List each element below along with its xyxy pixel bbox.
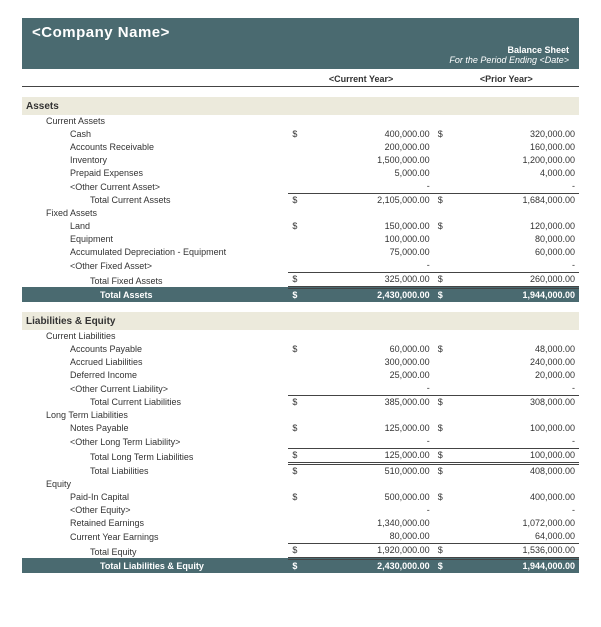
row-other-long-term-liability: <Other Long Term Liability> - -	[22, 435, 579, 449]
header-subtitle: Balance Sheet For the Period Ending <Dat…	[32, 45, 569, 65]
row-equipment: Equipment 100,000.00 80,000.00	[22, 233, 579, 246]
category-current-liabilities: Current Liabilities	[22, 330, 579, 343]
row-total-fixed-assets: Total Fixed Assets $ 325,000.00 $ 260,00…	[22, 272, 579, 287]
row-accounts-payable: Accounts Payable $ 60,000.00 $ 48,000.00	[22, 343, 579, 356]
row-total-assets: Total Assets $ 2,430,000.00 $ 1,944,000.…	[22, 287, 579, 302]
category-long-term-liabilities: Long Term Liabilities	[22, 409, 579, 422]
category-equity: Equity	[22, 478, 579, 491]
row-land: Land $ 150,000.00 $ 120,000.00	[22, 220, 579, 233]
col-current-year: <Current Year>	[288, 71, 433, 87]
section-assets: Assets	[22, 97, 579, 115]
row-accrued-liabilities: Accrued Liabilities 300,000.00 240,000.0…	[22, 356, 579, 369]
category-current-assets: Current Assets	[22, 115, 579, 128]
section-assets-label: Assets	[22, 97, 579, 115]
row-total-long-term-liabilities: Total Long Term Liabilities $ 125,000.00…	[22, 448, 579, 463]
row-paid-in-capital: Paid-In Capital $ 500,000.00 $ 400,000.0…	[22, 491, 579, 504]
row-other-current-liability: <Other Current Liability> - -	[22, 382, 579, 396]
row-cash: Cash $ 400,000.00 $ 320,000.00	[22, 128, 579, 141]
sheet-title: Balance Sheet	[32, 45, 569, 55]
balance-sheet-table: <Current Year> <Prior Year> Assets Curre…	[22, 71, 579, 573]
row-accounts-receivable: Accounts Receivable 200,000.00 160,000.0…	[22, 141, 579, 154]
period-label: For the Period Ending <Date>	[32, 55, 569, 65]
current-assets-label: Current Assets	[22, 115, 288, 128]
row-other-current-asset: <Other Current Asset> - -	[22, 180, 579, 194]
row-total-liabilities: Total Liabilities $ 510,000.00 $ 408,000…	[22, 463, 579, 478]
row-inventory: Inventory 1,500,000.00 1,200,000.00	[22, 154, 579, 167]
row-total-current-assets: Total Current Assets $ 2,105,000.00 $ 1,…	[22, 193, 579, 207]
row-deferred-income: Deferred Income 25,000.00 20,000.00	[22, 369, 579, 382]
row-accum-depreciation: Accumulated Depreciation - Equipment 75,…	[22, 246, 579, 259]
row-total-equity: Total Equity $ 1,920,000.00 $ 1,536,000.…	[22, 543, 579, 558]
row-total-liabilities-equity: Total Liabilities & Equity $ 2,430,000.0…	[22, 558, 579, 573]
col-prior-year: <Prior Year>	[434, 71, 579, 87]
row-other-equity: <Other Equity> - -	[22, 504, 579, 517]
section-liabilities-equity: Liabilities & Equity	[22, 312, 579, 330]
section-liab-label: Liabilities & Equity	[22, 312, 579, 330]
row-notes-payable: Notes Payable $ 125,000.00 $ 100,000.00	[22, 422, 579, 435]
row-retained-earnings: Retained Earnings 1,340,000.00 1,072,000…	[22, 517, 579, 530]
category-fixed-assets: Fixed Assets	[22, 207, 579, 220]
row-other-fixed-asset: <Other Fixed Asset> - -	[22, 259, 579, 273]
row-total-current-liabilities: Total Current Liabilities $ 385,000.00 $…	[22, 395, 579, 409]
company-name: <Company Name>	[32, 24, 569, 41]
row-prepaid-expenses: Prepaid Expenses 5,000.00 4,000.00	[22, 167, 579, 180]
row-current-year-earnings: Current Year Earnings 80,000.00 64,000.0…	[22, 530, 579, 544]
header-band: <Company Name> Balance Sheet For the Per…	[22, 18, 579, 69]
column-headers: <Current Year> <Prior Year>	[22, 71, 579, 87]
fixed-assets-label: Fixed Assets	[22, 207, 288, 220]
